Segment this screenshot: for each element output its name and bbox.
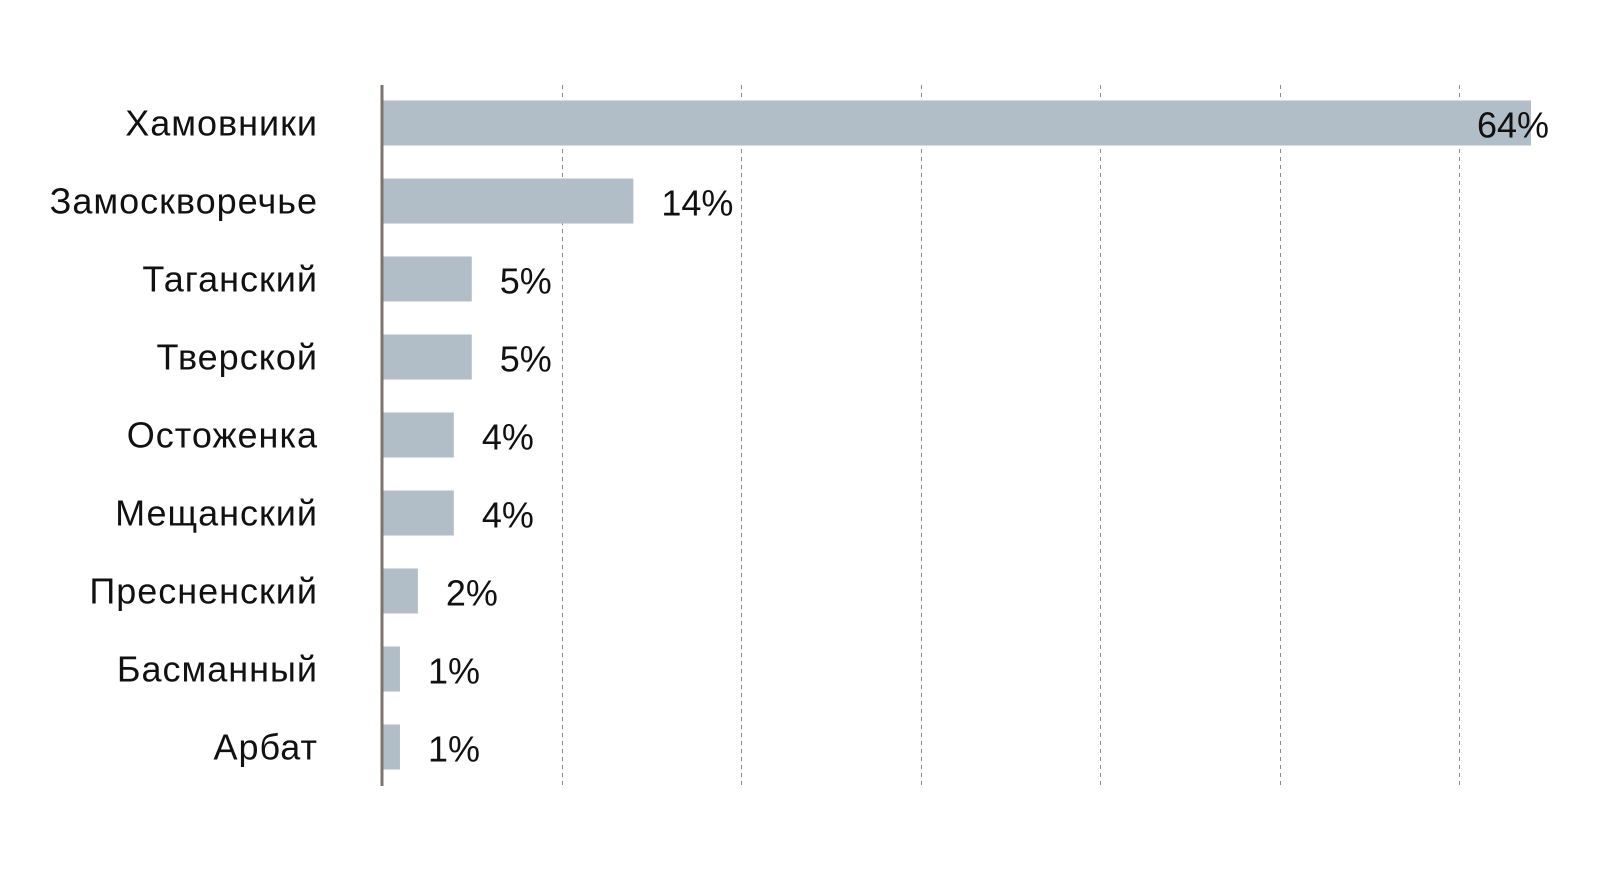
data-label: 2% bbox=[446, 573, 498, 614]
bar bbox=[382, 490, 454, 536]
grid-lines bbox=[562, 85, 1460, 786]
bar bbox=[382, 724, 400, 770]
data-label: 4% bbox=[482, 417, 534, 458]
bar bbox=[382, 568, 418, 614]
category-label: Хамовники bbox=[125, 103, 318, 144]
category-label: Тверской bbox=[157, 337, 318, 378]
bars bbox=[382, 100, 1531, 770]
category-label: Арбат bbox=[213, 727, 318, 768]
category-label: Басманный bbox=[117, 649, 318, 690]
bar bbox=[382, 100, 1531, 146]
data-label: 14% bbox=[661, 183, 733, 224]
value-labels: 64% 14% 5% 5% 4% 4% 2% 1% 1% bbox=[428, 105, 1549, 770]
bar bbox=[382, 334, 472, 380]
bar bbox=[382, 646, 400, 692]
category-label: Пресненский bbox=[89, 571, 318, 612]
category-label: Таганский bbox=[142, 259, 318, 300]
category-labels: Хамовники Замоскворечье Таганский Тверской О… bbox=[50, 103, 318, 768]
category-label: Замоскворечье bbox=[50, 181, 318, 222]
data-label: 5% bbox=[500, 339, 552, 380]
data-label: 5% bbox=[500, 261, 552, 302]
bar bbox=[382, 412, 454, 458]
bar bbox=[382, 178, 634, 224]
bar bbox=[382, 256, 472, 302]
category-label: Мещанский bbox=[115, 493, 318, 534]
data-label: 1% bbox=[428, 651, 480, 692]
data-label: 4% bbox=[482, 495, 534, 536]
category-label: Остоженка bbox=[127, 415, 318, 456]
data-label: 1% bbox=[428, 729, 480, 770]
data-label: 64% bbox=[1477, 105, 1549, 146]
